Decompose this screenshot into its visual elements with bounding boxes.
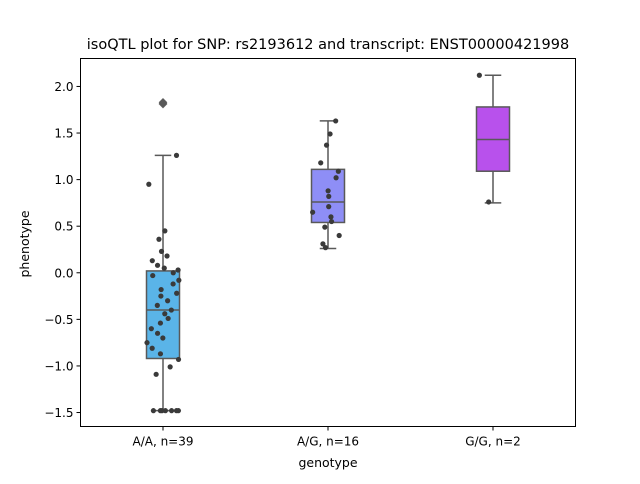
data-point <box>336 232 342 239</box>
data-point <box>173 152 180 158</box>
y-tick-label: 0.5 <box>54 220 73 234</box>
data-point <box>333 118 339 124</box>
data-point <box>162 228 168 234</box>
data-point <box>165 315 171 322</box>
data-point <box>165 298 171 304</box>
data-point <box>333 175 339 181</box>
data-point <box>174 290 180 296</box>
data-point <box>149 258 155 264</box>
data-point <box>150 408 157 414</box>
x-tick-label: A/A, n=39 <box>132 435 193 449</box>
plot-marks <box>144 72 511 414</box>
y-tick-label: 1.5 <box>54 127 73 141</box>
x-tick-label: A/G, n=16 <box>297 435 359 449</box>
data-point <box>154 330 161 336</box>
data-point <box>160 335 166 341</box>
data-point <box>486 199 492 205</box>
data-point <box>310 209 316 215</box>
y-tick-label: −0.5 <box>44 313 73 327</box>
data-point <box>154 262 161 268</box>
data-point <box>157 320 164 326</box>
data-point <box>323 142 330 148</box>
data-point <box>326 193 332 199</box>
data-point <box>164 253 170 259</box>
data-point <box>167 364 173 370</box>
data-point <box>328 214 334 220</box>
data-point <box>176 277 182 283</box>
data-point <box>146 181 152 187</box>
data-point <box>148 326 154 332</box>
chart-title: isoQTL plot for SNP: rs2193612 and trans… <box>87 37 569 53</box>
data-point <box>161 265 167 271</box>
data-point <box>173 408 180 414</box>
data-point <box>476 72 482 78</box>
y-tick-label: −1.0 <box>44 359 73 373</box>
outlier-point <box>158 97 168 107</box>
data-point <box>150 272 156 279</box>
data-point <box>154 302 160 308</box>
data-point <box>162 311 168 317</box>
x-tick-label: G/G, n=2 <box>465 435 521 449</box>
data-point <box>158 293 164 299</box>
data-point <box>175 267 181 273</box>
data-point <box>328 218 335 225</box>
data-point <box>335 168 341 174</box>
data-point <box>159 408 165 414</box>
y-tick-label: 1.0 <box>54 173 73 187</box>
y-axis: −1.5 −1.0 −0.5 0.0 0.5 1.0 1.5 2.0 <box>44 80 81 420</box>
data-point <box>158 286 164 293</box>
data-point <box>170 281 176 287</box>
data-point <box>325 188 331 194</box>
data-point <box>157 351 164 357</box>
data-point <box>144 340 150 346</box>
data-point <box>320 241 326 247</box>
y-tick-label: 2.0 <box>54 80 73 94</box>
y-tick-label: 0.0 <box>54 266 73 280</box>
data-point <box>156 236 162 242</box>
data-point <box>175 356 182 363</box>
x-axis-label: genotype <box>298 455 357 470</box>
data-point <box>318 160 324 166</box>
data-point <box>149 345 155 351</box>
data-point <box>327 131 333 137</box>
data-point <box>158 248 165 254</box>
x-axis: A/A, n=39 A/G, n=16 G/G, n=2 <box>132 426 521 449</box>
data-point <box>326 204 332 210</box>
y-tick-label: −1.5 <box>44 406 73 420</box>
y-axis-label: phenotype <box>17 210 32 277</box>
data-point <box>322 224 328 230</box>
data-point <box>153 371 159 377</box>
data-point <box>322 245 329 251</box>
data-point <box>168 408 175 414</box>
data-point <box>168 307 174 313</box>
data-point <box>170 270 176 276</box>
